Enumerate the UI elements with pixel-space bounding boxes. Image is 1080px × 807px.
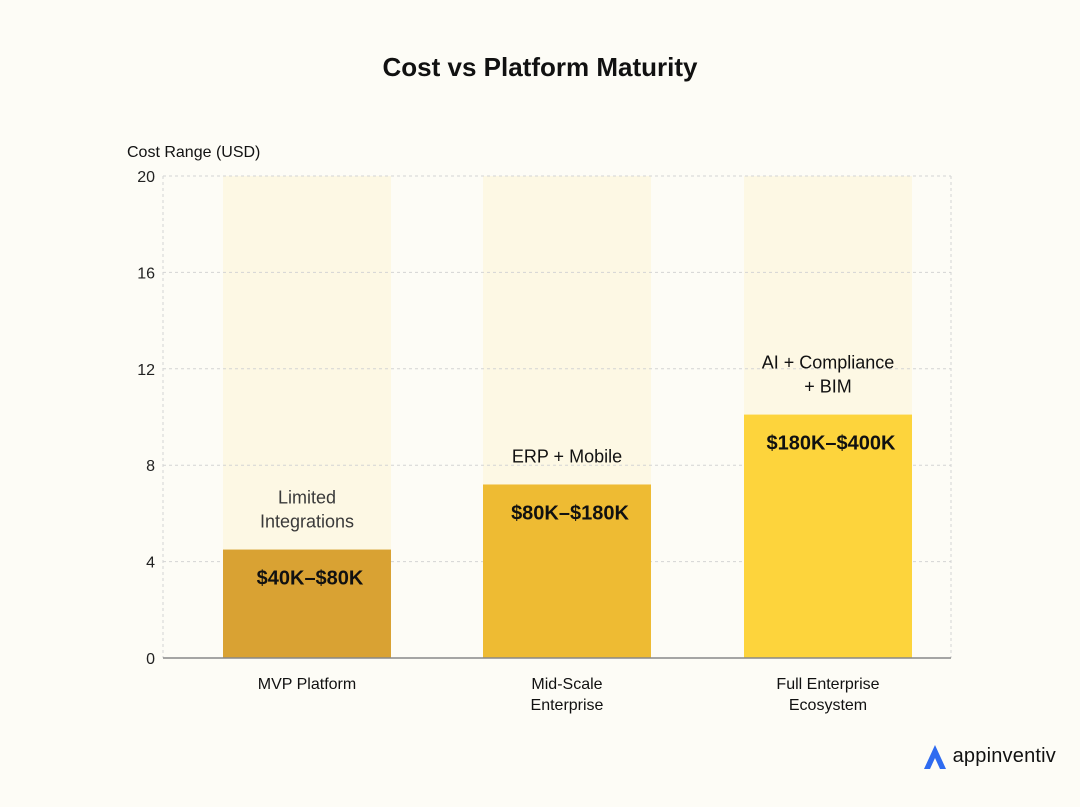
appinventiv-logo-icon: [923, 745, 946, 769]
bar-annotation: Limited: [278, 488, 336, 508]
y-tick-label: 12: [137, 362, 155, 379]
bar: [744, 414, 912, 658]
brand-logo: appinventiv: [921, 741, 1056, 771]
x-tick-label: Mid-Scale: [531, 676, 602, 693]
bar: [223, 549, 391, 658]
y-tick-label: 16: [137, 265, 155, 282]
y-tick-label: 8: [146, 458, 155, 475]
y-tick-label: 4: [146, 555, 155, 572]
chart-title: Cost vs Platform Maturity: [382, 52, 698, 82]
bar-value-label: $80K–$180K: [511, 502, 629, 524]
x-tick-label: MVP Platform: [258, 676, 356, 693]
bar-value-label: $180K–$400K: [767, 433, 897, 455]
y-axis-label: Cost Range (USD): [127, 144, 260, 161]
y-tick-label: 0: [146, 651, 155, 668]
x-tick-label: Enterprise: [531, 697, 604, 714]
bar-value-label: $40K–$80K: [257, 568, 364, 590]
bar-annotation: Integrations: [260, 512, 354, 532]
bar: [483, 484, 651, 658]
logo-text: appinventiv: [952, 744, 1056, 767]
x-tick-label: Full Enterprise: [776, 676, 879, 693]
bar-annotation: ERP + Mobile: [512, 446, 622, 466]
bar-annotation: AI + Compliance: [762, 353, 895, 373]
bar-annotation: + BIM: [804, 377, 852, 397]
y-tick-label: 20: [137, 169, 155, 186]
x-tick-label: Ecosystem: [789, 697, 867, 714]
